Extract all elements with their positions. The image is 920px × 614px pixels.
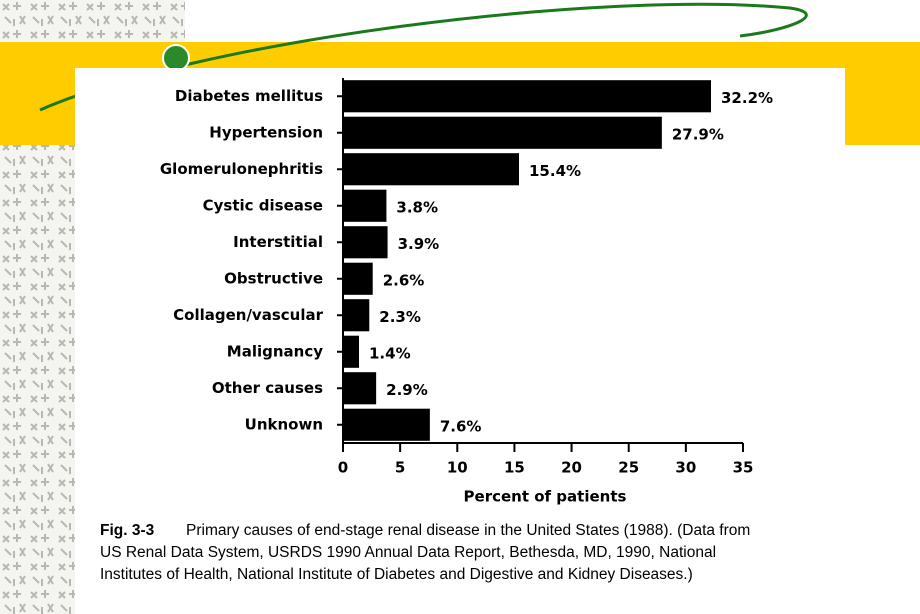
category-label: Other causes — [212, 379, 323, 397]
category-label: Malignancy — [227, 342, 323, 360]
bar — [343, 153, 519, 186]
x-tick-label: 20 — [561, 459, 582, 477]
value-label: 15.4% — [529, 162, 581, 180]
caption-label: Fig. 3-3 — [100, 522, 155, 539]
bar — [343, 372, 377, 405]
category-label: Unknown — [245, 415, 323, 433]
chart: 0 5 10 15 20 25 30 35 Diabetes mellitus 32.2% Hype… — [160, 78, 773, 477]
bar — [343, 335, 359, 368]
value-label: 27.9% — [672, 125, 724, 143]
category-label: Glomerulonephritis — [160, 160, 323, 178]
category-label: Hypertension — [209, 123, 323, 141]
category-label: Diabetes mellitus — [175, 87, 323, 105]
decor-dot — [162, 44, 190, 72]
value-label: 3.8% — [396, 198, 438, 216]
x-tick-label: 15 — [504, 459, 525, 477]
bar — [343, 408, 430, 441]
value-label: 2.9% — [386, 381, 428, 399]
category-label: Cystic disease — [203, 196, 323, 214]
x-axis-title: Percent of patients — [464, 488, 627, 506]
x-tick-label: 0 — [338, 459, 348, 477]
bar — [343, 189, 387, 222]
value-label: 2.3% — [379, 308, 421, 326]
caption-line: Institutes of Health, National Institute… — [100, 566, 693, 583]
x-tick-label: 10 — [447, 459, 468, 477]
x-tick-label: 25 — [618, 459, 639, 477]
bar — [343, 226, 388, 259]
bar — [343, 80, 711, 113]
value-label: 32.2% — [721, 89, 773, 107]
x-tick-label: 35 — [733, 459, 754, 477]
category-label: Collagen/vascular — [173, 306, 323, 324]
bar — [343, 262, 373, 295]
value-label: 7.6% — [440, 417, 482, 435]
value-label: 3.9% — [398, 235, 440, 253]
value-label: 1.4% — [369, 344, 411, 362]
caption-line: US Renal Data System, USRDS 1990 Annual … — [100, 544, 716, 561]
bar — [343, 299, 370, 332]
x-tick-label: 30 — [675, 459, 696, 477]
bar — [343, 116, 662, 149]
caption-line: Primary causes of end-stage renal diseas… — [186, 522, 750, 539]
value-label: 2.6% — [383, 271, 425, 289]
category-label: Interstitial — [233, 233, 323, 251]
category-label: Obstructive — [224, 269, 323, 287]
x-tick-label: 5 — [395, 459, 405, 477]
